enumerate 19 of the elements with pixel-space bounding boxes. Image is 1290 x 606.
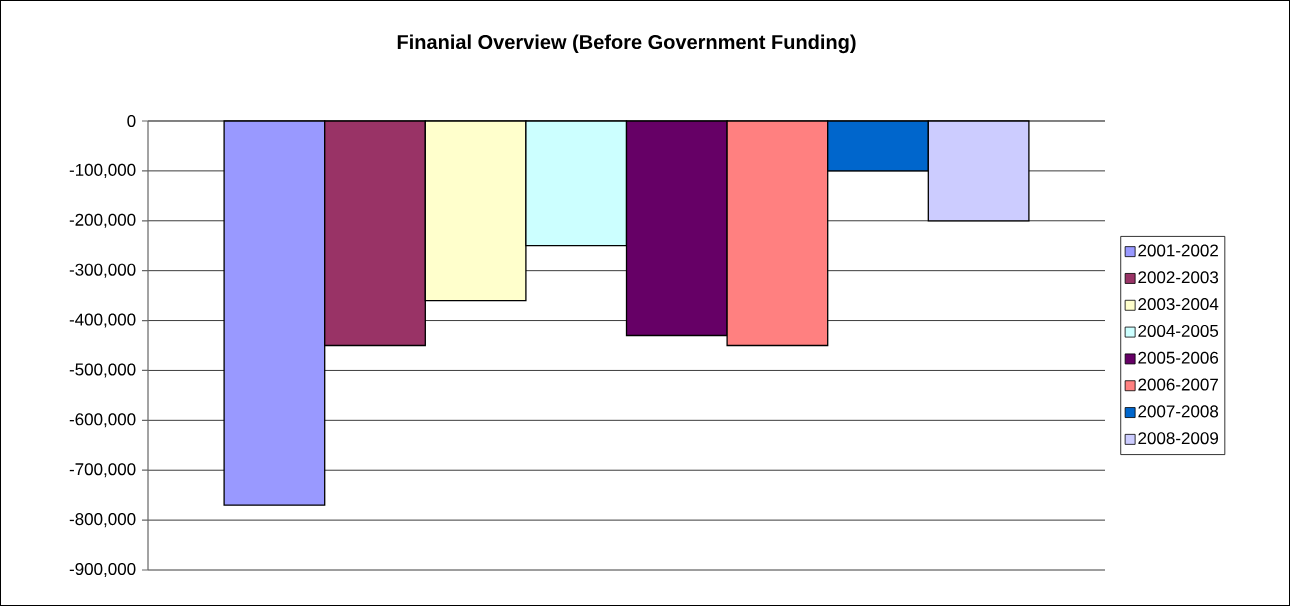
legend-label: 2003-2004 bbox=[1138, 298, 1219, 311]
y-tick-label: -300,000 bbox=[69, 263, 136, 278]
y-tick-label: -400,000 bbox=[69, 313, 136, 328]
legend-label: 2006-2007 bbox=[1138, 378, 1218, 391]
y-tick-label: -900,000 bbox=[69, 562, 136, 578]
y-tick-label: -200,000 bbox=[69, 213, 136, 228]
y-tick-label: -100,000 bbox=[69, 163, 136, 178]
chart-title: Finanial Overview (Before Government Funding) bbox=[397, 34, 856, 54]
y-tick-label: -700,000 bbox=[69, 463, 136, 478]
y-tick-label: 0 bbox=[127, 114, 136, 128]
legend-label: 2004-2005 bbox=[1138, 324, 1219, 337]
y-tick-label: -600,000 bbox=[69, 413, 136, 428]
y-tick-label: -800,000 bbox=[69, 513, 136, 528]
y-tick-label: -500,000 bbox=[69, 363, 136, 378]
legend-label: 2005-2006 bbox=[1138, 351, 1219, 364]
legend-label: 2007-2008 bbox=[1138, 405, 1219, 418]
legend-label: 2002-2003 bbox=[1138, 271, 1219, 284]
legend-label: 2001-2002 bbox=[1138, 244, 1218, 257]
legend-label: 2008-2009 bbox=[1138, 432, 1219, 445]
